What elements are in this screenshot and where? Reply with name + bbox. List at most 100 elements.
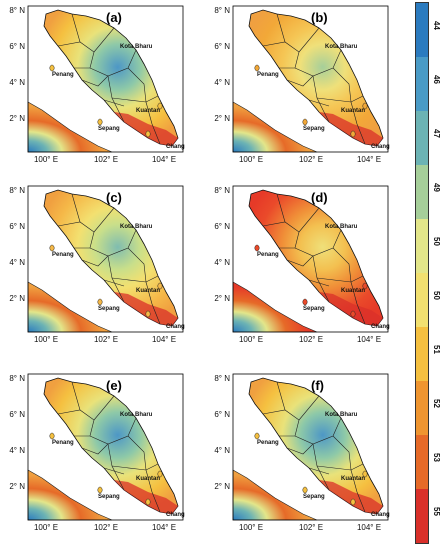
city-label: Kota Bharu bbox=[325, 224, 358, 230]
y-tick-label: 4° N bbox=[9, 258, 25, 267]
city-label: Sepang bbox=[98, 306, 120, 312]
map-panel-b: Kota Bharu Penang Kuantan Sepang Changi (b) 8°… bbox=[205, 2, 390, 170]
colorbar-segment bbox=[416, 435, 428, 489]
map-panel-c: Kota Bharu Penang Kuantan Sepang Changi (c) 8°… bbox=[0, 182, 185, 350]
y-tick-label: 8° N bbox=[9, 186, 25, 195]
state-border bbox=[103, 279, 125, 287]
state-border bbox=[127, 435, 147, 471]
island bbox=[302, 486, 308, 494]
colorbar-label: 44 bbox=[432, 21, 441, 30]
city-label: Kuantan bbox=[341, 108, 365, 114]
state-border bbox=[308, 279, 330, 287]
map-panel-e: Kota Bharu Penang Kuantan Sepang Changi (e) 8°… bbox=[0, 370, 185, 538]
island bbox=[97, 486, 103, 494]
southern-coast-band bbox=[114, 480, 178, 514]
colorbar-segment bbox=[416, 273, 428, 327]
island bbox=[254, 64, 260, 72]
island bbox=[145, 130, 151, 138]
map-svg: Kota Bharu Penang Kuantan Sepang Changi (d) 8°… bbox=[214, 185, 390, 344]
panel-label: (c) bbox=[106, 190, 122, 205]
island bbox=[157, 102, 163, 110]
island bbox=[350, 310, 356, 318]
x-tick-label: 102° E bbox=[299, 155, 323, 164]
city-label: Kuantan bbox=[136, 108, 160, 114]
colorbar-label: 50 bbox=[432, 291, 441, 300]
x-tick-label: 100° E bbox=[239, 335, 263, 344]
island bbox=[49, 244, 55, 252]
map-panel-d: Kota Bharu Penang Kuantan Sepang Changi (d) 8°… bbox=[205, 182, 390, 350]
state-border bbox=[127, 67, 147, 103]
y-tick-label: 6° N bbox=[9, 42, 25, 51]
state-border bbox=[145, 469, 161, 513]
city-label: Changi bbox=[371, 144, 390, 150]
state-border bbox=[71, 13, 81, 43]
x-tick-label: 100° E bbox=[239, 155, 263, 164]
panel-label: (e) bbox=[106, 378, 122, 393]
y-tick-label: 2° N bbox=[9, 482, 25, 491]
y-tick-label: 8° N bbox=[9, 6, 25, 15]
y-tick-label: 6° N bbox=[214, 410, 230, 419]
state-border bbox=[71, 381, 81, 411]
island bbox=[350, 130, 356, 138]
y-tick-label: 6° N bbox=[214, 222, 230, 231]
city-label: Changi bbox=[371, 324, 390, 330]
state-border bbox=[103, 99, 125, 107]
panel-label: (b) bbox=[311, 10, 328, 25]
state-border bbox=[298, 27, 320, 53]
city-label: Changi bbox=[166, 324, 185, 330]
x-tick-label: 104° E bbox=[152, 335, 176, 344]
island bbox=[362, 282, 368, 290]
x-tick-label: 104° E bbox=[152, 155, 176, 164]
y-tick-label: 8° N bbox=[214, 186, 230, 195]
island bbox=[362, 470, 368, 478]
state-border bbox=[145, 281, 161, 325]
island bbox=[157, 282, 163, 290]
x-tick-label: 104° E bbox=[357, 335, 381, 344]
state-border bbox=[81, 75, 109, 87]
state-border bbox=[294, 417, 342, 445]
colorbar-label: 55 bbox=[432, 507, 441, 516]
state-border bbox=[286, 75, 314, 87]
city-label: Penang bbox=[257, 252, 279, 258]
x-tick-label: 100° E bbox=[34, 335, 58, 344]
x-tick-label: 100° E bbox=[239, 523, 263, 532]
state-border bbox=[294, 49, 342, 77]
x-tick-label: 104° E bbox=[357, 155, 381, 164]
state-border bbox=[294, 229, 342, 257]
panel-label: (d) bbox=[311, 190, 328, 205]
colorbar-segment bbox=[416, 57, 428, 111]
state-border bbox=[81, 255, 109, 267]
city-label: Sepang bbox=[98, 494, 120, 500]
y-tick-label: 8° N bbox=[214, 374, 230, 383]
panel-label: (f) bbox=[311, 378, 324, 393]
state-border bbox=[276, 193, 286, 223]
state-border bbox=[145, 101, 161, 145]
island bbox=[302, 298, 308, 306]
island bbox=[254, 432, 260, 440]
x-tick-label: 102° E bbox=[299, 523, 323, 532]
city-label: Kota Bharu bbox=[120, 224, 153, 230]
map-svg: Kota Bharu Penang Kuantan Sepang Changi (f) 8°… bbox=[214, 373, 390, 532]
city-label: Penang bbox=[257, 72, 279, 78]
y-tick-label: 4° N bbox=[9, 446, 25, 455]
x-tick-label: 100° E bbox=[34, 155, 58, 164]
island bbox=[254, 244, 260, 252]
state-border bbox=[308, 467, 330, 475]
island bbox=[97, 118, 103, 126]
state-border bbox=[332, 247, 352, 283]
x-tick-label: 104° E bbox=[357, 523, 381, 532]
y-tick-label: 2° N bbox=[9, 114, 25, 123]
x-tick-label: 102° E bbox=[94, 523, 118, 532]
y-tick-label: 4° N bbox=[214, 446, 230, 455]
x-tick-label: 102° E bbox=[94, 335, 118, 344]
y-tick-label: 4° N bbox=[214, 78, 230, 87]
island bbox=[97, 298, 103, 306]
y-tick-label: 2° N bbox=[214, 294, 230, 303]
y-tick-label: 6° N bbox=[9, 222, 25, 231]
state-border bbox=[103, 467, 125, 475]
colorbar-label: 50 bbox=[432, 237, 441, 246]
map-frame bbox=[27, 373, 184, 521]
southern-coast-band bbox=[114, 292, 178, 326]
colorbar-label: 47 bbox=[432, 129, 441, 138]
state-border bbox=[89, 49, 137, 77]
